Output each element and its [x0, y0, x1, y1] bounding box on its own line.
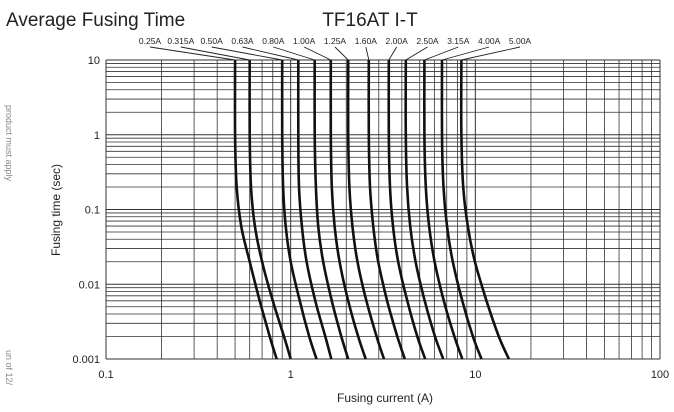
x-tick-labels: 0.1 1 10 100 — [98, 369, 669, 381]
grid — [105, 59, 661, 360]
rating-label: 2.00A — [386, 36, 409, 46]
rating-label: 0.315A — [167, 36, 194, 46]
curve-11 — [423, 59, 464, 360]
side-text-bottom: un of 12/ — [4, 350, 14, 386]
x-axis-label: Fusing current (A) — [337, 391, 433, 405]
curve-7 — [346, 59, 386, 360]
rating-labels: 0.25A 0.315A 0.50A 0.63A 0.80A 1.00A 1.25A 1.60… — [139, 36, 532, 61]
rating-label: 5.00A — [509, 36, 532, 46]
y-tick-label: 0.01 — [79, 279, 100, 291]
y-tick-label: 10 — [88, 55, 100, 67]
rating-leader-line — [424, 46, 459, 61]
rating-label: 2.50A — [416, 36, 439, 46]
rating-leader-line — [388, 46, 398, 61]
curve-3 — [280, 59, 318, 360]
rating-leader-line — [303, 46, 332, 61]
rating-leader-line — [149, 46, 236, 61]
curve-8 — [367, 59, 407, 360]
rating-leader-line — [461, 46, 521, 61]
chart-subtitle: Average Fusing Time — [6, 10, 185, 31]
rating-leader-line — [405, 46, 428, 61]
rating-leader-line — [365, 46, 370, 61]
rating-label: 0.80A — [262, 36, 285, 46]
rating-label: 3.15A — [447, 36, 470, 46]
y-tick-label: 1 — [94, 130, 100, 142]
rating-leader-line — [441, 46, 490, 61]
rating-label: 4.00A — [478, 36, 501, 46]
curve-4 — [296, 59, 333, 360]
curve-10 — [404, 59, 445, 360]
rating-leader-line — [334, 46, 349, 61]
x-tick-label: 0.1 — [98, 369, 113, 381]
curve-6 — [329, 59, 367, 360]
curve-9 — [387, 59, 427, 360]
y-axis-label: Fusing time (sec) — [49, 164, 63, 256]
curve-5 — [313, 59, 350, 360]
rating-label: 1.25A — [324, 36, 347, 46]
curve-1 — [233, 59, 278, 360]
rating-leader-line — [273, 46, 315, 61]
curve-13 — [459, 59, 511, 360]
chart-title: TF16AT I-T — [322, 10, 418, 31]
rating-label: 1.60A — [355, 36, 378, 46]
curve-2 — [248, 59, 292, 360]
y-tick-labels: 10 1 0.1 0.01 0.001 — [72, 55, 100, 366]
curve-12 — [440, 59, 483, 360]
rating-leader-line — [211, 46, 283, 61]
curves — [233, 59, 511, 360]
x-tick-label: 1 — [288, 369, 294, 381]
x-tick-label: 10 — [469, 369, 481, 381]
rating-label: 1.00A — [293, 36, 316, 46]
rating-leader-line — [180, 46, 250, 61]
y-tick-label: 0.1 — [85, 205, 100, 217]
y-tick-label: 0.001 — [72, 354, 100, 366]
side-text-top: product must apply — [4, 105, 14, 182]
x-tick-label: 100 — [651, 369, 669, 381]
rating-leader-line — [242, 46, 299, 61]
rating-label: 0.25A — [139, 36, 162, 46]
cropped-side-text: product must apply un of 12/ — [4, 105, 14, 386]
rating-label: 0.63A — [231, 36, 254, 46]
rating-label: 0.50A — [201, 36, 224, 46]
